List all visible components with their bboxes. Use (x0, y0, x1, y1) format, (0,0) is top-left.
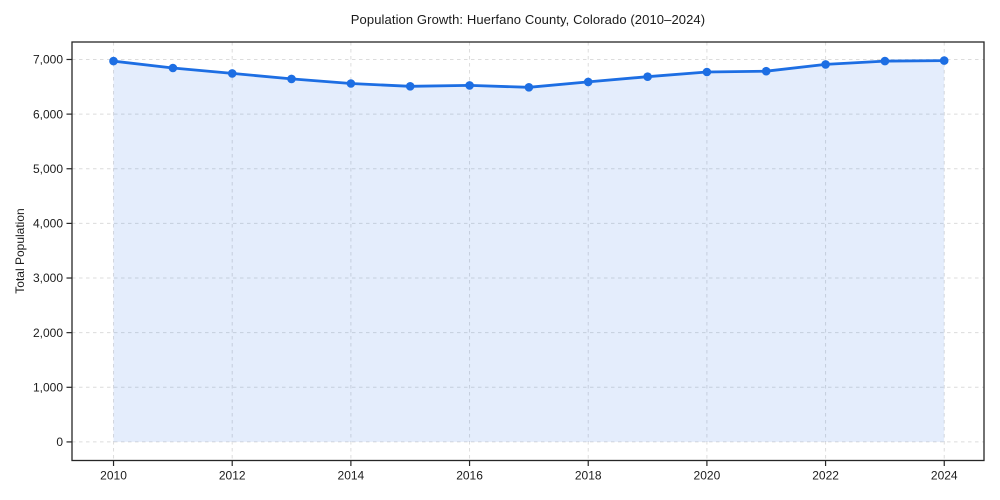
data-point (821, 60, 830, 69)
data-point (287, 74, 296, 84)
y-tick-label: 3,000 (33, 271, 63, 285)
y-tick-label: 2,000 (33, 326, 63, 340)
data-point (346, 79, 356, 88)
x-tick-label: 2020 (694, 469, 721, 483)
data-point (702, 67, 712, 77)
plot-frame (71, 41, 985, 462)
x-tick-label: 2010 (100, 469, 127, 483)
x-tick-label: 2014 (338, 469, 365, 483)
area-fill (113, 60, 945, 442)
y-tick-label: 5,000 (33, 162, 63, 176)
data-point (168, 63, 178, 73)
x-tick-label: 2022 (812, 469, 839, 483)
x-tick-label: 2024 (931, 469, 958, 483)
y-tick-label: 4,000 (33, 217, 63, 231)
data-point (880, 56, 890, 66)
y-tick-label: 7,000 (33, 53, 63, 67)
data-point (405, 82, 415, 91)
data-point (227, 69, 237, 78)
data-point (583, 77, 593, 87)
data-point (524, 83, 534, 92)
data-point (761, 66, 771, 76)
chart-title: Population Growth: Huerfano County, Colo… (350, 12, 706, 27)
data-point (643, 72, 652, 81)
data-point (465, 81, 474, 90)
data-point (939, 56, 949, 65)
y-tick-label: 1,000 (33, 380, 63, 394)
data-point (109, 56, 118, 66)
y-tick-label: 0 (56, 435, 63, 449)
x-tick-label: 2012 (219, 469, 246, 483)
x-tick-label: 2016 (456, 469, 483, 483)
x-tick-label: 2018 (575, 469, 602, 483)
y-tick-label: 6,000 (33, 107, 63, 121)
